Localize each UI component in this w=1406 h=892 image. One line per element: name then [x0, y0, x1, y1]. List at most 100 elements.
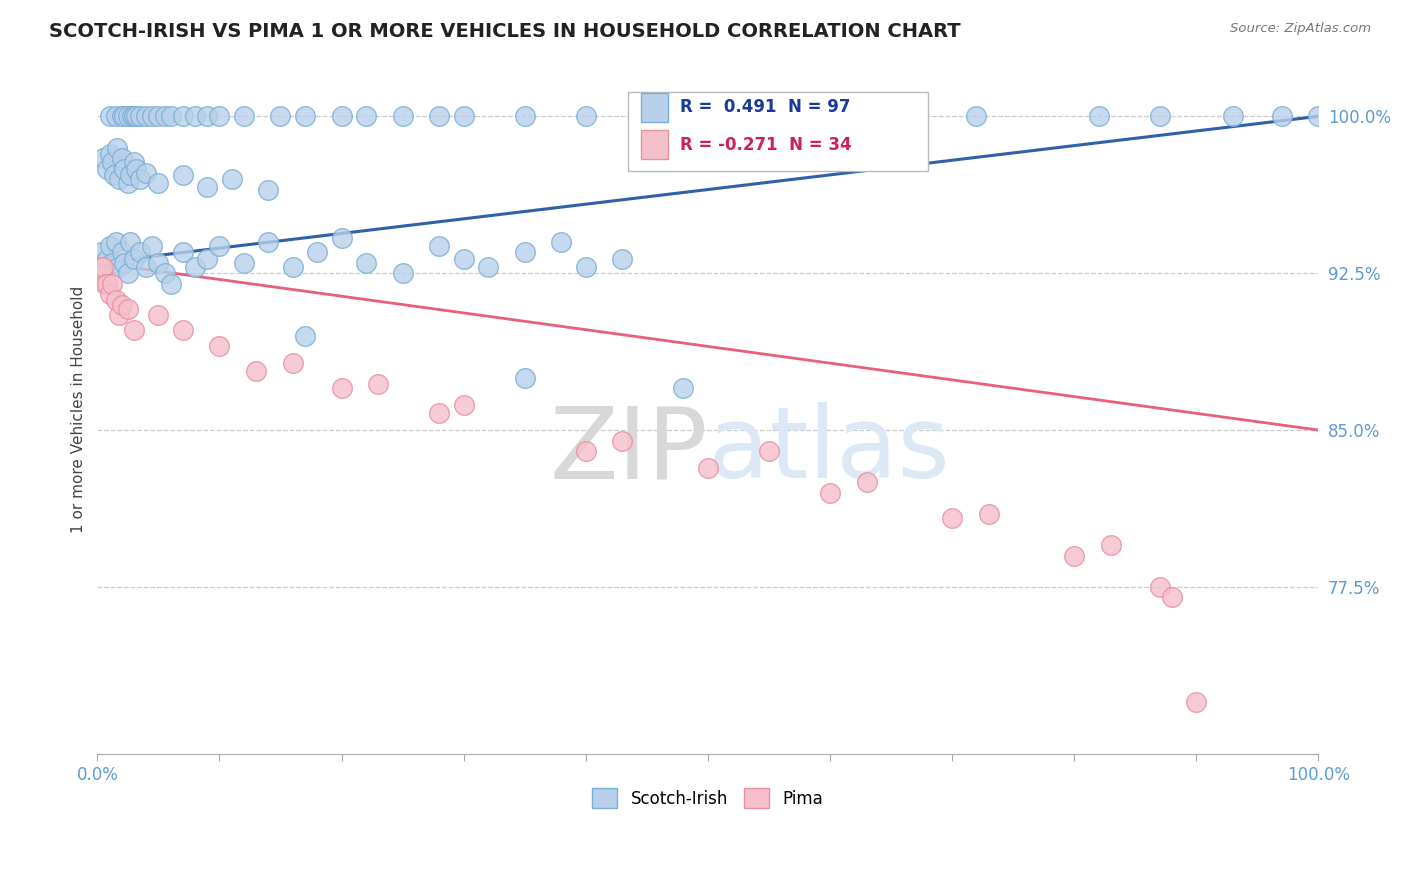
Point: [195, 109, 218, 123]
Point: [550, 235, 572, 249]
Point: [855, 475, 877, 490]
Point: [98, 239, 121, 253]
Point: [104, 235, 127, 249]
Point: [172, 245, 194, 260]
Point: [208, 109, 231, 123]
Point: [1160, 591, 1182, 605]
Point: [1063, 549, 1085, 563]
Point: [111, 109, 134, 123]
Point: [135, 260, 157, 274]
Point: [1149, 580, 1171, 594]
FancyBboxPatch shape: [628, 92, 928, 171]
Point: [453, 109, 475, 123]
Point: [1222, 109, 1244, 123]
Point: [120, 168, 142, 182]
Point: [281, 260, 304, 274]
Point: [98, 147, 121, 161]
FancyBboxPatch shape: [641, 130, 668, 159]
Point: [965, 109, 987, 123]
Point: [453, 398, 475, 412]
Point: [148, 176, 170, 190]
Point: [93, 151, 115, 165]
Legend: Scotch-Irish, Pima: Scotch-Irish, Pima: [585, 781, 830, 815]
Text: Source: ZipAtlas.com: Source: ZipAtlas.com: [1230, 22, 1371, 36]
Point: [172, 109, 194, 123]
Point: [96, 161, 118, 176]
Point: [184, 260, 207, 274]
Point: [696, 109, 718, 123]
Point: [135, 109, 157, 123]
Point: [477, 260, 499, 274]
Point: [93, 277, 115, 291]
Point: [105, 141, 128, 155]
Point: [818, 485, 841, 500]
Point: [330, 230, 353, 244]
Text: ZIP: ZIP: [550, 402, 707, 499]
Point: [221, 172, 243, 186]
Point: [1185, 695, 1208, 709]
Point: [281, 356, 304, 370]
Y-axis label: 1 or more Vehicles in Household: 1 or more Vehicles in Household: [72, 285, 86, 533]
Point: [122, 155, 145, 169]
Point: [111, 297, 134, 311]
Point: [125, 109, 148, 123]
Point: [575, 444, 598, 458]
Point: [269, 109, 291, 123]
Point: [257, 182, 280, 196]
Point: [1271, 109, 1294, 123]
Point: [208, 339, 231, 353]
Point: [672, 381, 695, 395]
Point: [93, 260, 115, 274]
Point: [612, 252, 634, 266]
Point: [391, 109, 413, 123]
Point: [257, 235, 280, 249]
Point: [307, 245, 329, 260]
Point: [245, 364, 267, 378]
Point: [758, 444, 780, 458]
Text: R = -0.271  N = 34: R = -0.271 N = 34: [679, 136, 852, 153]
Point: [121, 109, 143, 123]
Point: [1099, 538, 1122, 552]
Point: [122, 252, 145, 266]
Point: [148, 308, 170, 322]
Point: [427, 109, 450, 123]
Point: [122, 323, 145, 337]
Point: [129, 109, 152, 123]
Point: [96, 252, 118, 266]
Point: [1308, 109, 1330, 123]
Point: [195, 252, 218, 266]
Point: [354, 256, 377, 270]
Point: [367, 377, 389, 392]
Point: [90, 260, 112, 274]
Point: [98, 109, 121, 123]
Point: [122, 109, 145, 123]
Point: [330, 109, 353, 123]
Point: [232, 109, 254, 123]
Point: [111, 245, 134, 260]
Point: [117, 109, 139, 123]
Point: [575, 260, 598, 274]
Point: [172, 323, 194, 337]
Point: [232, 256, 254, 270]
Point: [148, 256, 170, 270]
Point: [103, 168, 125, 182]
Point: [575, 109, 598, 123]
Point: [108, 172, 131, 186]
Point: [172, 168, 194, 182]
Point: [111, 151, 134, 165]
Point: [977, 507, 1000, 521]
Point: [117, 266, 139, 280]
Point: [184, 109, 207, 123]
Point: [941, 511, 963, 525]
Point: [513, 109, 536, 123]
Point: [112, 161, 135, 176]
Point: [117, 176, 139, 190]
Point: [880, 109, 903, 123]
Point: [107, 260, 129, 274]
Point: [294, 109, 316, 123]
Point: [141, 109, 163, 123]
Point: [104, 293, 127, 308]
Point: [101, 277, 124, 291]
Point: [96, 277, 118, 291]
FancyBboxPatch shape: [641, 93, 668, 122]
